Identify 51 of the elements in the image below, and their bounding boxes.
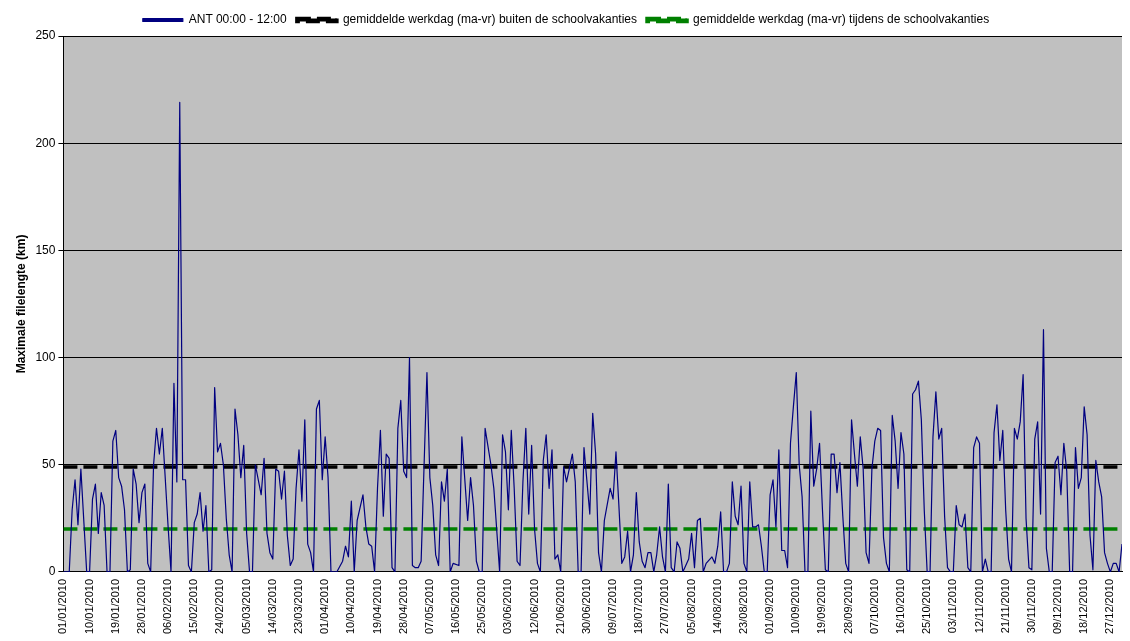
x-tick-label: 28/04/2010	[396, 578, 409, 635]
x-tick-label: 27/12/2010	[1103, 578, 1116, 635]
legend-label: gemiddelde werkdag (ma-vr) tijdens de schoolvakanties	[693, 12, 990, 27]
x-tick-label: 01/01/2010	[56, 578, 69, 635]
x-tick-label: 09/12/2010	[1051, 578, 1064, 635]
x-tick-label: 18/12/2010	[1077, 578, 1090, 635]
x-tick-label: 09/07/2010	[606, 578, 619, 635]
x-tick-label: 07/10/2010	[867, 578, 880, 635]
y-tick-label: 250	[35, 28, 56, 43]
x-tick-label: 28/09/2010	[841, 578, 854, 635]
x-tick-label: 28/01/2010	[134, 578, 147, 635]
x-tick-label: 01/09/2010	[763, 578, 776, 635]
x-tick-label: 25/05/2010	[475, 578, 488, 635]
x-tick-label: 23/08/2010	[736, 578, 749, 635]
y-tick-label: 200	[35, 135, 56, 150]
x-tick-label: 10/09/2010	[789, 578, 802, 635]
x-tick-label: 06/02/2010	[161, 578, 174, 635]
y-tick-label: 50	[42, 457, 56, 472]
x-tick-label: 19/09/2010	[815, 578, 828, 635]
x-tick-label: 12/06/2010	[527, 578, 540, 635]
x-tick-label: 07/05/2010	[422, 578, 435, 635]
x-tick-label: 25/10/2010	[920, 578, 933, 635]
x-tick-label: 10/01/2010	[82, 578, 95, 635]
x-tick-label: 14/08/2010	[710, 578, 723, 635]
x-tick-label: 12/11/2010	[972, 578, 985, 634]
x-tick-label: 10/04/2010	[344, 578, 357, 635]
y-tick-label: 0	[48, 564, 56, 579]
x-tick-label: 03/11/2010	[946, 578, 959, 634]
x-tick-label: 15/02/2010	[187, 578, 200, 635]
x-tick-label: 14/03/2010	[265, 578, 278, 635]
x-tick-label: 21/11/2010	[998, 578, 1011, 634]
y-tick-label: 100	[35, 349, 56, 364]
x-tick-label: 24/02/2010	[213, 578, 226, 635]
x-tick-label: 30/11/2010	[1024, 578, 1037, 634]
x-tick-label: 21/06/2010	[553, 578, 566, 635]
x-tick-label: 19/04/2010	[370, 578, 383, 635]
x-tick-label: 19/01/2010	[108, 578, 121, 635]
x-tick-label: 23/03/2010	[292, 578, 305, 635]
x-tick-label: 16/05/2010	[449, 578, 462, 635]
legend-label: gemiddelde werkdag (ma-vr) buiten de schoolvakanties	[342, 12, 638, 27]
x-tick-label: 16/10/2010	[894, 578, 907, 635]
y-tick-label: 150	[35, 242, 56, 257]
x-tick-label: 01/04/2010	[318, 578, 331, 635]
x-tick-label: 03/06/2010	[501, 578, 514, 635]
x-tick-label: 30/06/2010	[579, 578, 592, 635]
x-tick-label: 18/07/2010	[632, 578, 645, 635]
x-tick-label: 05/03/2010	[239, 578, 252, 635]
y-axis-title: Maximale filelengte (km)	[13, 234, 28, 374]
legend-label: ANT 00:00 - 12:00	[188, 12, 287, 27]
x-tick-label: 27/07/2010	[658, 578, 671, 635]
x-tick-label: 05/08/2010	[684, 578, 697, 635]
